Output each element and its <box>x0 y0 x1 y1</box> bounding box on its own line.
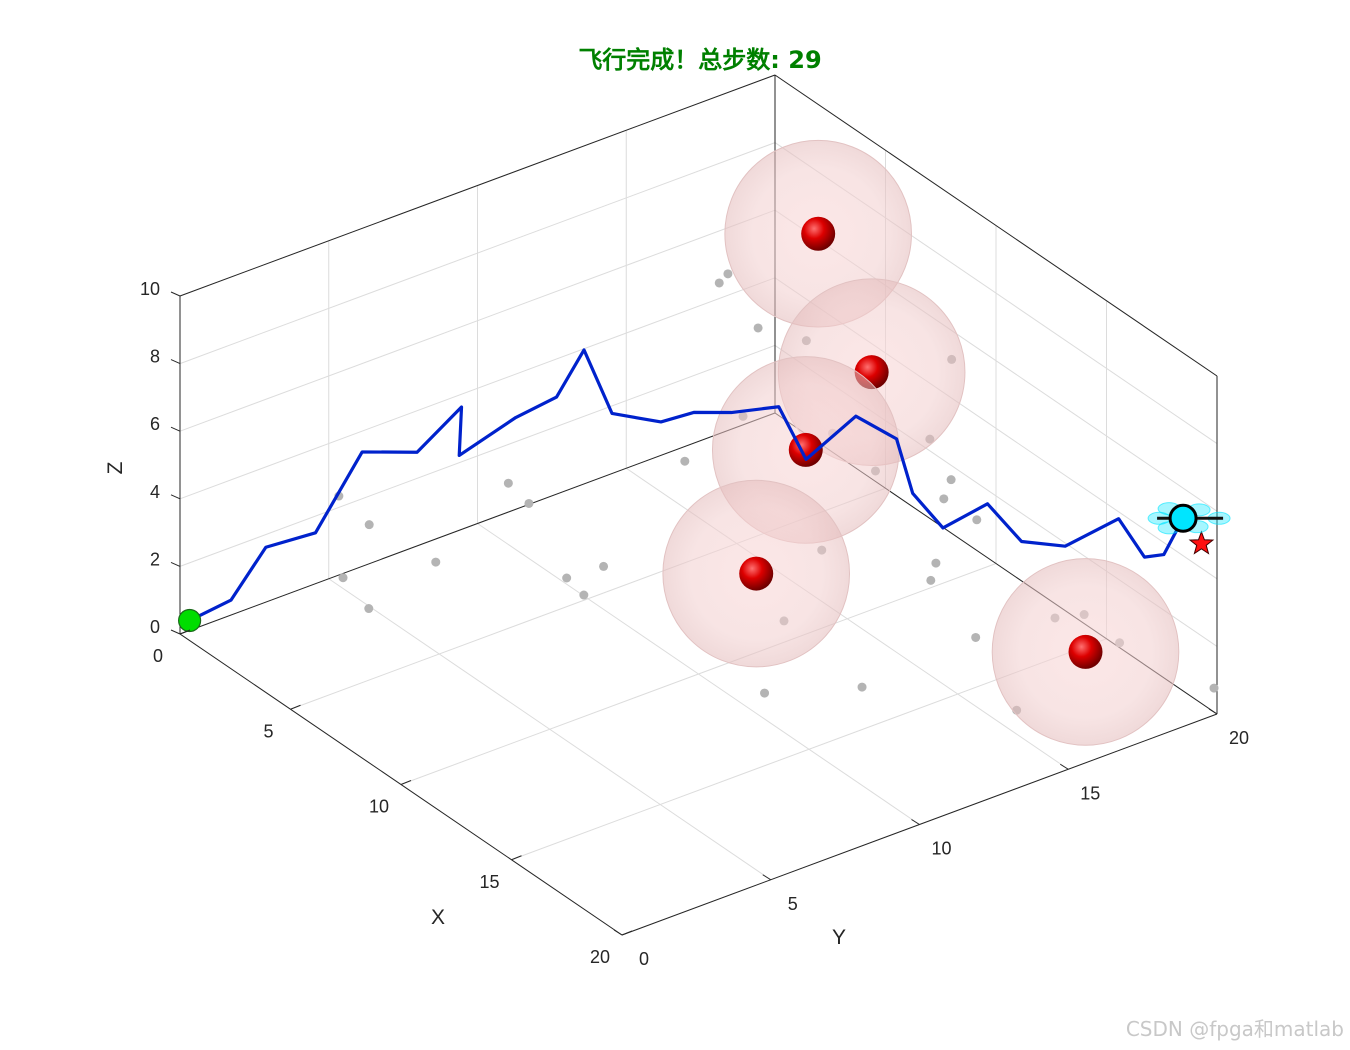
z-tick-mark <box>170 494 181 500</box>
x-tick-label: 15 <box>479 872 499 892</box>
goal-marker <box>1188 530 1215 555</box>
threat-point <box>946 475 956 485</box>
grid-line <box>179 277 776 500</box>
z-tick-mark <box>170 629 181 635</box>
z-tick-mark <box>170 561 181 567</box>
flight-path <box>188 348 1197 622</box>
x-tick-mark <box>290 704 301 710</box>
y-tick-mark <box>613 929 623 936</box>
y-tick-label: 20 <box>1229 728 1249 748</box>
grid-line <box>179 142 776 365</box>
grid-line <box>179 209 776 432</box>
tick-labels: 0 5 10 15 20 0 5 10 15 20 0 2 4 6 8 10 <box>140 279 1249 969</box>
drone-body <box>1168 503 1198 533</box>
threat-point <box>1209 683 1219 693</box>
obstacle-core <box>739 556 774 591</box>
threat-point <box>753 323 763 333</box>
threat-point <box>714 278 724 288</box>
threat-point <box>926 575 936 585</box>
watermark: CSDN @fpga和matlab <box>1125 1017 1344 1041</box>
threat-point <box>364 604 374 614</box>
grid-line <box>477 523 920 825</box>
threat-point <box>972 515 982 525</box>
z-tick-label: 10 <box>140 279 160 299</box>
obstacle-core <box>801 216 836 251</box>
z-tick-label: 4 <box>150 482 160 502</box>
threat-point <box>971 632 981 642</box>
x-tick-label: 5 <box>263 721 273 741</box>
y-tick-label: 10 <box>931 839 951 859</box>
chart-title: 飞行完成！总步数: 29 <box>578 46 821 74</box>
threat-point <box>680 456 690 466</box>
y-tick-mark <box>1059 763 1069 770</box>
y-tick-mark <box>1208 708 1218 715</box>
axis-edge <box>179 74 776 297</box>
x-tick-label: 0 <box>153 646 163 666</box>
z-tick-label: 8 <box>150 347 160 367</box>
grid-line <box>328 578 772 881</box>
axis-edge <box>774 74 1218 377</box>
axis-edge <box>179 412 776 635</box>
threat-point <box>723 269 733 279</box>
threat-point <box>931 558 941 568</box>
x-tick-mark <box>621 930 633 936</box>
x-tick-label: 10 <box>369 797 389 817</box>
z-tick-label: 0 <box>150 617 160 637</box>
x-tick-mark <box>400 780 412 785</box>
y-tick-label: 5 <box>788 894 798 914</box>
z-tick-mark <box>170 291 181 297</box>
z-tick-mark <box>170 359 181 365</box>
threat-point <box>562 573 572 583</box>
start-marker <box>178 608 202 633</box>
drone <box>1147 502 1231 535</box>
z-axis-label: Z <box>104 461 127 474</box>
obstacle-core <box>1068 634 1103 669</box>
path-line <box>188 348 1197 622</box>
z-tick-mark <box>170 426 181 432</box>
y-tick-label: 0 <box>639 949 649 969</box>
markers <box>178 502 1231 633</box>
threat-point <box>364 520 374 530</box>
y-tick-label: 15 <box>1080 783 1100 803</box>
x-tick-mark <box>179 629 191 635</box>
threat-point <box>579 590 589 600</box>
y-tick-mark <box>762 874 772 881</box>
z-tick-label: 6 <box>150 414 160 434</box>
threat-point <box>599 561 609 571</box>
threat-point <box>338 573 348 583</box>
threat-point <box>939 494 949 504</box>
threat-point <box>431 557 441 567</box>
threat-point <box>760 688 770 698</box>
y-tick-mark <box>911 819 920 825</box>
threat-point <box>857 682 867 692</box>
x-tick-label: 20 <box>590 947 610 967</box>
x-tick-mark <box>511 855 522 861</box>
y-axis-label: Y <box>832 926 846 949</box>
obstacles <box>662 139 1180 746</box>
grid-line <box>179 344 776 567</box>
z-tick-label: 2 <box>150 549 160 569</box>
x-axis-label: X <box>431 906 445 929</box>
threat-point <box>524 498 534 508</box>
threat-point <box>503 478 513 488</box>
